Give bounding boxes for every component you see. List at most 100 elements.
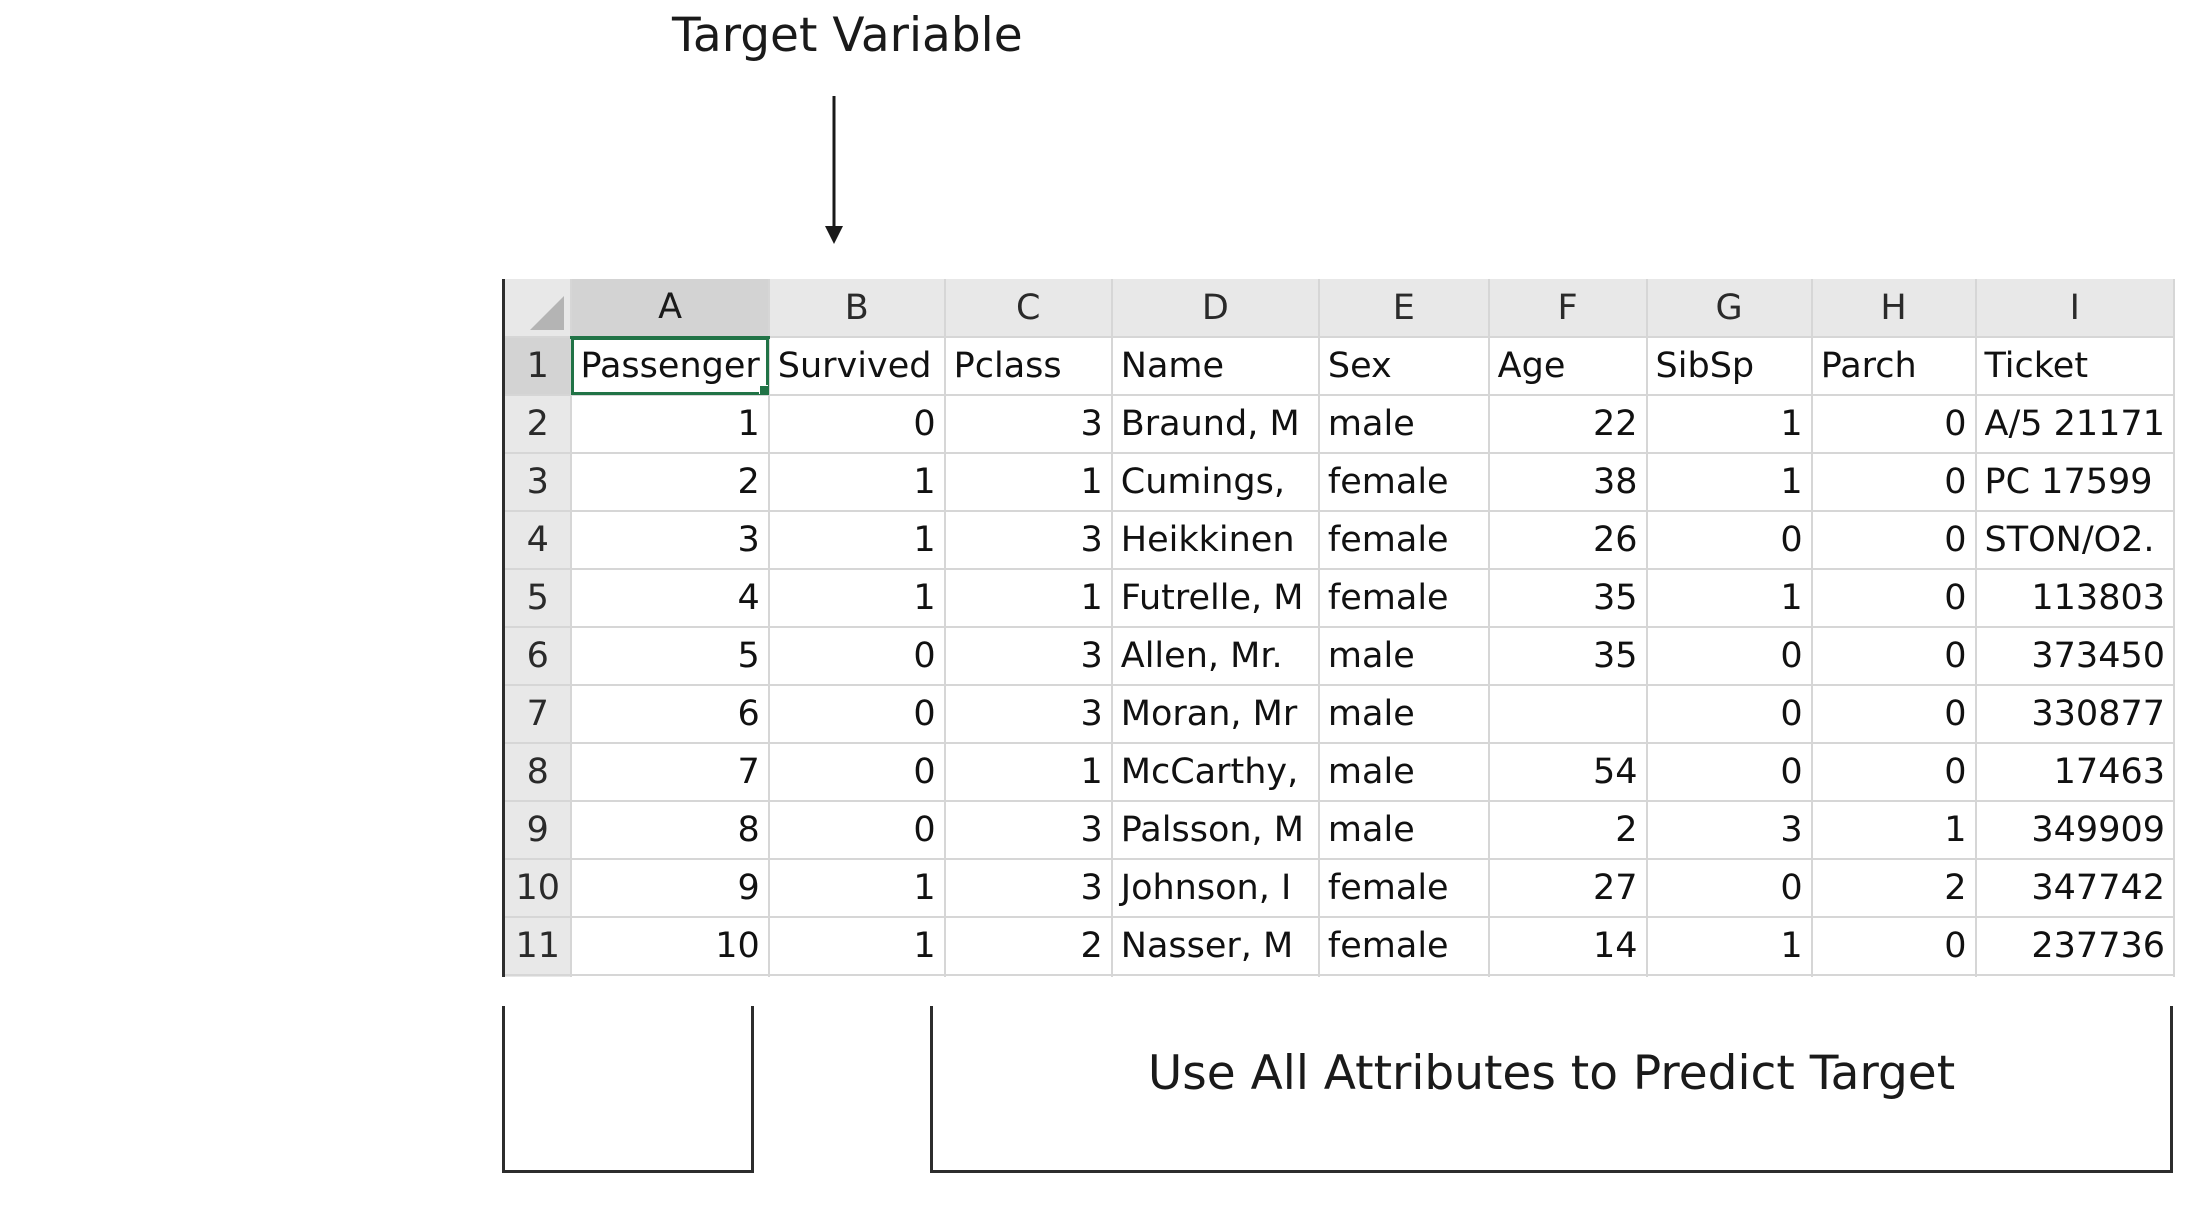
- cell-h11[interactable]: 0: [1811, 917, 1977, 976]
- cell-d4[interactable]: Heikkinen: [1111, 511, 1320, 570]
- cell-i8[interactable]: 17463: [1975, 743, 2175, 802]
- cell-g4[interactable]: 0: [1646, 511, 1813, 570]
- row-header[interactable]: 9: [505, 801, 573, 860]
- cell-b8[interactable]: 0: [768, 743, 946, 802]
- cell-f9[interactable]: 2: [1488, 801, 1648, 860]
- cell-e4[interactable]: female: [1318, 511, 1490, 570]
- cell-h5[interactable]: 0: [1811, 569, 1977, 628]
- cell-e10[interactable]: female: [1318, 859, 1490, 918]
- cell-g12[interactable]: 1: [1646, 975, 1813, 977]
- cell-c3[interactable]: 1: [944, 453, 1113, 512]
- cell-g1[interactable]: SibSp: [1646, 337, 1813, 396]
- cell-c12[interactable]: 3: [944, 975, 1113, 977]
- column-header-h[interactable]: H: [1811, 279, 1977, 338]
- column-header-g[interactable]: G: [1646, 279, 1813, 338]
- cell-i3[interactable]: PC 17599: [1975, 453, 2175, 512]
- cell-a11[interactable]: 10: [571, 917, 770, 976]
- cell-h2[interactable]: 0: [1811, 395, 1977, 454]
- row-header[interactable]: 1: [505, 337, 573, 396]
- cell-i7[interactable]: 330877: [1975, 685, 2175, 744]
- cell-c8[interactable]: 1: [944, 743, 1113, 802]
- cell-e8[interactable]: male: [1318, 743, 1490, 802]
- cell-b9[interactable]: 0: [768, 801, 946, 860]
- cell-f12[interactable]: 4: [1488, 975, 1648, 977]
- cell-b6[interactable]: 0: [768, 627, 946, 686]
- cell-e9[interactable]: male: [1318, 801, 1490, 860]
- column-header-f[interactable]: F: [1488, 279, 1648, 338]
- cell-a4[interactable]: 3: [571, 511, 770, 570]
- column-header-b[interactable]: B: [768, 279, 946, 338]
- cell-i9[interactable]: 349909: [1975, 801, 2175, 860]
- cell-h10[interactable]: 2: [1811, 859, 1977, 918]
- row-header[interactable]: 3: [505, 453, 573, 512]
- cell-e1[interactable]: Sex: [1318, 337, 1490, 396]
- cell-c6[interactable]: 3: [944, 627, 1113, 686]
- row-header[interactable]: 7: [505, 685, 573, 744]
- cell-b11[interactable]: 1: [768, 917, 946, 976]
- cell-d2[interactable]: Braund, M: [1111, 395, 1320, 454]
- cell-h1[interactable]: Parch: [1811, 337, 1977, 396]
- row-header[interactable]: 4: [505, 511, 573, 570]
- row-header[interactable]: 5: [505, 569, 573, 628]
- cell-f2[interactable]: 22: [1488, 395, 1648, 454]
- cell-d10[interactable]: Johnson, I: [1111, 859, 1320, 918]
- cell-c5[interactable]: 1: [944, 569, 1113, 628]
- cell-f10[interactable]: 27: [1488, 859, 1648, 918]
- cell-a5[interactable]: 4: [571, 569, 770, 628]
- cell-a8[interactable]: 7: [571, 743, 770, 802]
- cell-e11[interactable]: female: [1318, 917, 1490, 976]
- cell-g8[interactable]: 0: [1646, 743, 1813, 802]
- cell-g2[interactable]: 1: [1646, 395, 1813, 454]
- cell-e2[interactable]: male: [1318, 395, 1490, 454]
- cell-b1[interactable]: Survived: [768, 337, 946, 396]
- column-header-a[interactable]: A: [571, 279, 770, 339]
- cell-c10[interactable]: 3: [944, 859, 1113, 918]
- cell-c7[interactable]: 3: [944, 685, 1113, 744]
- cell-f3[interactable]: 38: [1488, 453, 1648, 512]
- cell-a6[interactable]: 5: [571, 627, 770, 686]
- cell-a3[interactable]: 2: [571, 453, 770, 512]
- cell-d5[interactable]: Futrelle, M: [1111, 569, 1320, 628]
- cell-f4[interactable]: 26: [1488, 511, 1648, 570]
- cell-a7[interactable]: 6: [571, 685, 770, 744]
- cell-i1[interactable]: Ticket: [1975, 337, 2175, 396]
- cell-b2[interactable]: 0: [768, 395, 946, 454]
- cell-d1[interactable]: Name: [1111, 337, 1320, 396]
- cell-c11[interactable]: 2: [944, 917, 1113, 976]
- cell-h3[interactable]: 0: [1811, 453, 1977, 512]
- cell-d9[interactable]: Palsson, M: [1111, 801, 1320, 860]
- cell-f8[interactable]: 54: [1488, 743, 1648, 802]
- cell-i12[interactable]: PP 9549: [1975, 975, 2175, 977]
- cell-b12[interactable]: 1: [768, 975, 946, 977]
- row-header[interactable]: 11: [505, 917, 573, 976]
- cell-d7[interactable]: Moran, Mr: [1111, 685, 1320, 744]
- column-header-i[interactable]: I: [1975, 279, 2175, 338]
- cell-g5[interactable]: 1: [1646, 569, 1813, 628]
- cell-i6[interactable]: 373450: [1975, 627, 2175, 686]
- cell-g3[interactable]: 1: [1646, 453, 1813, 512]
- cell-g11[interactable]: 1: [1646, 917, 1813, 976]
- cell-g7[interactable]: 0: [1646, 685, 1813, 744]
- column-header-d[interactable]: D: [1111, 279, 1320, 338]
- cell-h12[interactable]: 1: [1811, 975, 1977, 977]
- row-header[interactable]: 12: [505, 975, 573, 977]
- cell-d8[interactable]: McCarthy,: [1111, 743, 1320, 802]
- cell-f7[interactable]: [1488, 685, 1648, 744]
- cell-b7[interactable]: 0: [768, 685, 946, 744]
- cell-f6[interactable]: 35: [1488, 627, 1648, 686]
- column-header-e[interactable]: E: [1318, 279, 1490, 338]
- cell-a12[interactable]: 11: [571, 975, 770, 977]
- cell-a9[interactable]: 8: [571, 801, 770, 860]
- cell-i4[interactable]: STON/O2.: [1975, 511, 2175, 570]
- cell-g9[interactable]: 3: [1646, 801, 1813, 860]
- cell-i5[interactable]: 113803: [1975, 569, 2175, 628]
- cell-d3[interactable]: Cumings,: [1111, 453, 1320, 512]
- cell-h9[interactable]: 1: [1811, 801, 1977, 860]
- cell-a2[interactable]: 1: [571, 395, 770, 454]
- cell-d11[interactable]: Nasser, M: [1111, 917, 1320, 976]
- cell-f1[interactable]: Age: [1488, 337, 1648, 396]
- cell-b4[interactable]: 1: [768, 511, 946, 570]
- cell-e5[interactable]: female: [1318, 569, 1490, 628]
- cell-g10[interactable]: 0: [1646, 859, 1813, 918]
- cell-h7[interactable]: 0: [1811, 685, 1977, 744]
